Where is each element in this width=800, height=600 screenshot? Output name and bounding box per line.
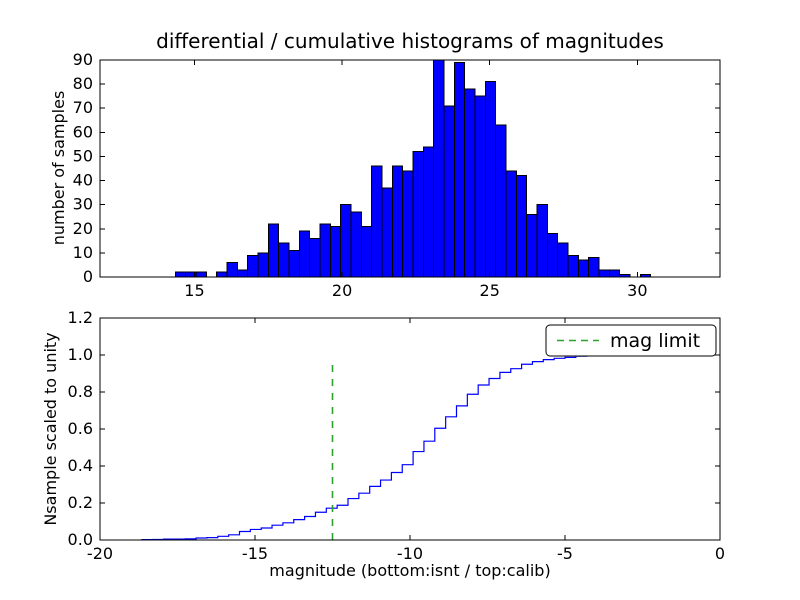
histogram-bar [226,262,238,278]
top-y-axis-label: number of samples [49,91,68,246]
histogram-bar [526,213,538,278]
histogram-bar [298,230,311,278]
y-tick-label: 0 [83,267,93,286]
y-tick-label: 40 [73,171,93,190]
legend-box [545,324,717,357]
histogram-bar [608,269,621,278]
histogram-bar [433,59,445,278]
x-tick-label: -10 [397,544,423,563]
x-tick-label: 20 [332,281,352,300]
histogram-bars [174,59,652,278]
histogram-bar [474,95,486,278]
histogram-bar [288,249,300,278]
histogram-bar [546,233,559,278]
histogram-bar [329,225,342,278]
histogram-bar [412,151,424,278]
y-tick-label: 0.2 [68,493,93,512]
cumulative-step-line [141,354,641,541]
histogram-bar [484,81,497,278]
y-tick-label: 80 [73,74,93,93]
top-histogram-plot: 15 20 25 30 0 10 20 30 40 50 60 70 80 90 [73,50,721,300]
histogram-bar [278,242,290,278]
histogram-bar [402,170,414,278]
y-tick-label: 50 [73,146,93,165]
histogram-bar [567,254,579,278]
histogram-bar [557,242,569,278]
histogram-bar [515,175,528,278]
histogram-bar [267,223,280,278]
x-tick-label: 30 [627,281,647,300]
histogram-bar [216,271,228,278]
histogram-bar [505,170,517,278]
legend-label: mag limit [610,330,700,352]
x-tick-label: 25 [480,281,500,300]
histogram-bar [536,204,548,278]
plot-frame [99,59,721,278]
histogram-bar [453,61,466,278]
y-tick-label: 0.6 [68,419,93,438]
bottom-cumulative-plot: -20 -15 -10 -5 0 0.0 0.2 0.4 0.6 0.8 1.0 1.2 [68,308,726,563]
histogram-bar [588,257,600,278]
histogram-bar [598,269,610,278]
histogram-bar [350,211,362,278]
x-tick-label: -5 [557,544,573,563]
histogram-bar [195,271,207,278]
y-tick-label: 60 [73,122,93,141]
y-tick-label: 90 [73,50,93,69]
histogram-bar [464,88,476,278]
histogram-bar [381,187,393,278]
x-tick-label: -15 [242,544,268,563]
histogram-bar [340,204,352,278]
x-tick-label: -20 [87,544,113,563]
y-tick-label: 1.0 [68,345,93,364]
histogram-bar [319,223,331,278]
y-tick-label: 10 [73,243,93,262]
histogram-bar [236,269,249,278]
histogram-bar [443,105,455,278]
histogram-bar [257,252,269,278]
chart-title: differential / cumulative histograms of … [156,29,664,53]
histogram-bar [174,271,187,278]
histogram-bar [422,146,435,278]
y-tick-label: 0.4 [68,456,93,475]
histogram-bar [391,165,404,278]
x-axis-label: magnitude (bottom:isnt / top:calib) [269,561,550,580]
histogram-bar [360,225,373,278]
histogram-bar [247,254,259,278]
y-tick-label: 0.8 [68,382,93,401]
histogram-bar [309,237,321,278]
x-tick-label: 15 [184,281,204,300]
histogram-bar [371,165,383,278]
y-tick-label: 1.2 [68,308,93,327]
y-tick-label: 0.0 [68,530,93,549]
y-tick-label: 20 [73,219,93,238]
legend: mag limit [545,324,717,357]
histogram-bar [495,124,507,278]
y-tick-label: 30 [73,195,93,214]
bottom-y-axis-label: Nsample scaled to unity [41,332,60,525]
y-tick-label: 70 [73,98,93,117]
x-tick-label: 0 [715,544,725,563]
histogram-bar [577,259,590,278]
